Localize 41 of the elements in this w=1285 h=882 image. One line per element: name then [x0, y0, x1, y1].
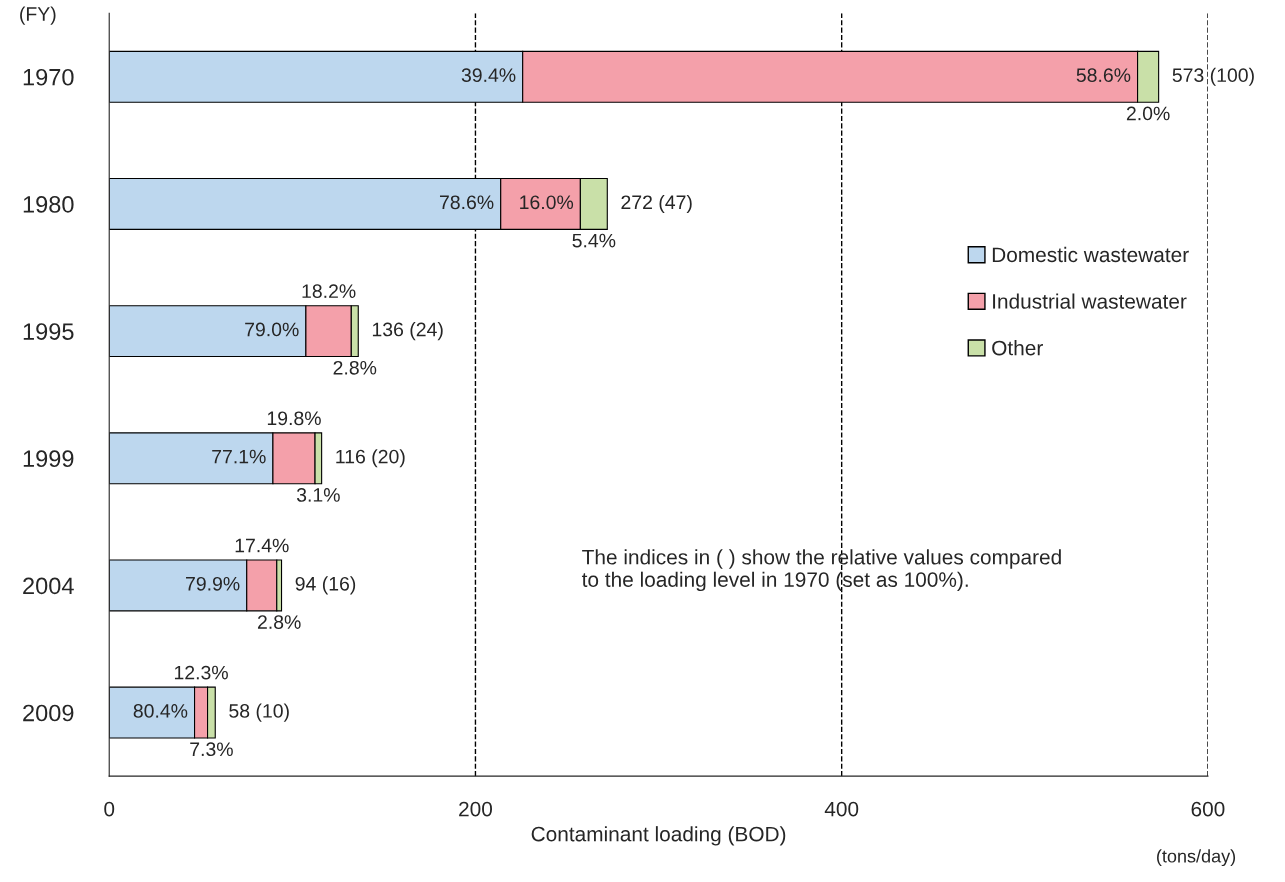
y-tick-label: 1999	[23, 450, 74, 468]
legend-label: Industrial wastewater	[993, 293, 1187, 309]
annotation: 5.4%	[572, 233, 616, 248]
annotation: 19.8%	[267, 411, 321, 426]
total-label: 136 (24)	[372, 322, 443, 341]
total-label: 94 (16)	[295, 576, 356, 595]
total-label: 573 (100)	[1172, 67, 1254, 86]
x-axis-title: Contaminant loading (BOD)	[531, 826, 786, 846]
y-tick-label: 2004	[23, 577, 74, 595]
y-tick-label: 1970	[23, 68, 74, 86]
x-tick-label: 0	[104, 801, 115, 817]
text: (tons/day)	[1157, 849, 1236, 867]
y-tick-label: 1995	[23, 323, 74, 340]
x-tick-label: 400	[824, 801, 859, 817]
annotation: 79.0%	[245, 322, 299, 337]
annotation: 39.4%	[461, 68, 516, 83]
annotation: 17.4%	[235, 538, 289, 553]
annotation: 2.8%	[333, 360, 377, 375]
legend-label: Other	[992, 340, 1043, 356]
annotation: 78.6%	[439, 195, 494, 210]
total-label: 272 (47)	[621, 194, 692, 214]
x-tick-label: 600	[1191, 801, 1225, 817]
annotation: 77.1%	[212, 449, 266, 464]
x-tick-label: 200	[459, 801, 493, 817]
annotation: 16.0%	[520, 195, 574, 210]
total-label: 116 (20)	[336, 449, 405, 468]
annotation: 12.3%	[174, 665, 228, 680]
total-label: 58 (10)	[229, 703, 289, 722]
y-axis-title: (FY)	[20, 6, 56, 25]
annotation: 58.6%	[1076, 68, 1131, 83]
annotation: 79.9%	[186, 576, 240, 591]
annotation: 2.8%	[257, 615, 301, 629]
legend-label: Domestic wastewater	[992, 246, 1189, 263]
y-tick-label: 1980	[23, 196, 74, 213]
annotation: 2.0%	[1126, 106, 1170, 121]
annotation: 7.3%	[190, 742, 233, 757]
annotation: 3.1%	[296, 488, 340, 502]
annotation: 80.4%	[133, 704, 188, 718]
annotation: The indices in ( ) show the relative values compared to the loading level in 1970 (set as 100%).	[581, 549, 1061, 592]
y-tick-label: 2009	[23, 704, 74, 722]
annotation: 18.2%	[302, 284, 356, 299]
